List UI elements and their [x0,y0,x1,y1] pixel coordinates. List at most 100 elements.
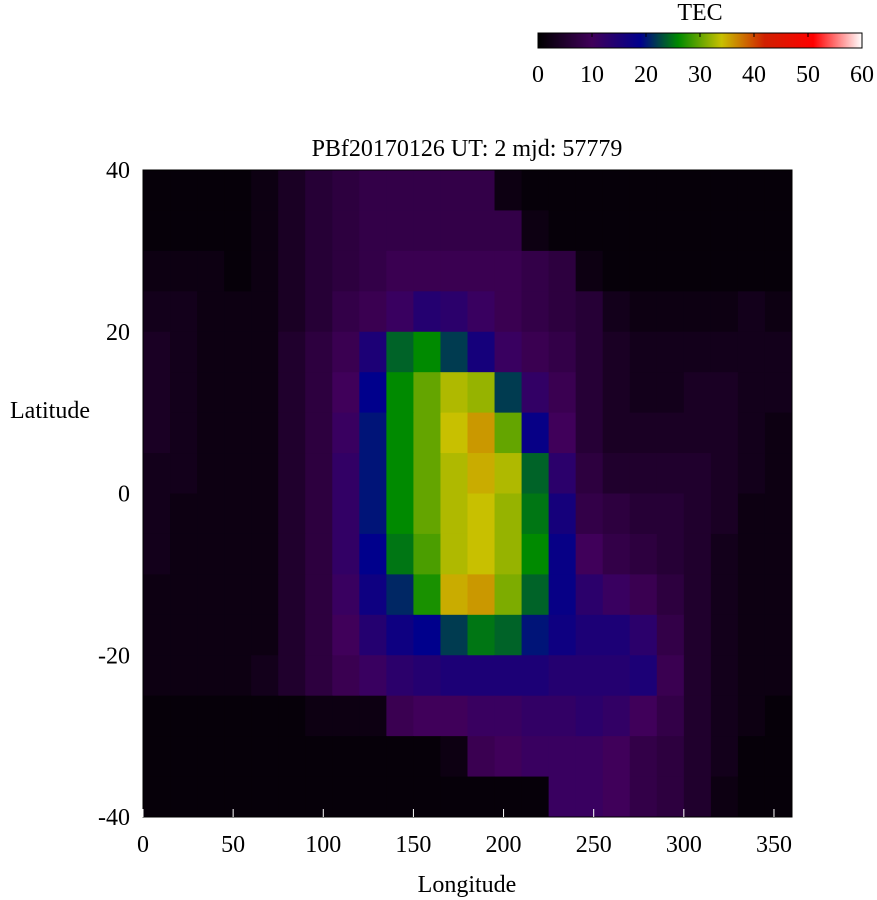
heatmap-cell [440,453,468,494]
heatmap-cell [386,493,414,535]
heatmap-cell [251,372,279,414]
heatmap-cell [359,736,387,778]
heatmap-cell [386,736,414,778]
colorbar-tick-label: 10 [580,62,604,88]
heatmap-cell [575,170,604,211]
heatmap-cell [386,453,414,494]
heatmap-cell [602,614,631,656]
heatmap-cell [548,210,577,252]
heatmap-cells [143,170,793,818]
heatmap-cell [602,574,631,616]
heatmap-cell [170,614,198,656]
heatmap-cell [143,655,171,697]
heatmap-cell [764,170,793,211]
heatmap-cell [737,776,766,818]
heatmap-cell [440,291,468,333]
heatmap-cell [575,614,604,656]
heatmap-cell [710,736,739,778]
heatmap-cell [170,695,198,737]
heatmap-cell [305,210,333,252]
heatmap-cell [305,250,333,292]
heatmap-cell [467,250,496,292]
heatmap-cell [278,655,306,697]
heatmap-cell [548,574,577,616]
heatmap-cell [575,372,604,414]
heatmap-cell [602,453,631,494]
heatmap-cell [629,736,658,778]
heatmap-cell [683,412,712,454]
heatmap-cell [710,412,739,454]
heatmap-cell [305,493,333,535]
heatmap-cell [359,331,387,373]
heatmap-cell [548,493,577,535]
heatmap-cell [602,493,631,535]
x-tick-label: 0 [137,832,149,858]
colorbar-tick-label: 40 [742,62,766,88]
y-tick-label: -20 [98,643,130,669]
heatmap-cell [494,736,523,778]
heatmap-cell [170,776,198,818]
heatmap-cell [440,533,468,575]
heatmap-cell [386,533,414,575]
heatmap-cell [278,736,306,778]
heatmap-cell [521,736,550,778]
heatmap-cell [548,291,577,333]
y-axis: 40 20 0 -20 -40 [98,158,130,831]
heatmap-cell [305,372,333,414]
heatmap-cell [413,736,441,778]
heatmap-cell [386,574,414,616]
heatmap-cell [332,170,360,211]
heatmap-cell [224,736,252,778]
heatmap-cell [764,250,793,292]
heatmap-cell [143,614,171,656]
heatmap-cell [413,574,441,616]
heatmap-cell [224,372,252,414]
heatmap-cell [683,736,712,778]
heatmap-cell [305,412,333,454]
heatmap-cell [224,331,252,373]
heatmap-cell [629,170,658,211]
heatmap-cell [143,533,171,575]
heatmap-cell [143,695,171,737]
heatmap-cell [413,250,441,292]
colorbar-tick-label: 20 [634,62,658,88]
heatmap-cell [629,533,658,575]
heatmap-cell [521,372,550,414]
heatmap-cell [332,372,360,414]
heatmap-cell [332,776,360,818]
heatmap-cell [764,453,793,494]
heatmap-cell [332,736,360,778]
heatmap-cell [251,453,279,494]
heatmap-cell [764,736,793,778]
heatmap-cell [251,170,279,211]
heatmap-cell [386,695,414,737]
heatmap-cell [359,291,387,333]
heatmap-cell [197,736,225,778]
heatmap-cell [224,412,252,454]
heatmap-cell [278,331,306,373]
heatmap-cell [575,331,604,373]
heatmap-cell [764,372,793,414]
heatmap-cell [305,776,333,818]
heatmap-cell [251,655,279,697]
heatmap-cell [602,291,631,333]
heatmap-cell [170,453,198,494]
heatmap-cell [305,736,333,778]
heatmap-cell [197,655,225,697]
heatmap-cell [575,493,604,535]
heatmap-cell [629,493,658,535]
heatmap-cell [629,291,658,333]
heatmap-cell [305,655,333,697]
heatmap-cell [521,493,550,535]
heatmap-cell [602,695,631,737]
heatmap-cell [521,412,550,454]
heatmap-cell [710,453,739,494]
heatmap-cell [764,776,793,818]
heatmap-cell [521,776,550,818]
heatmap-cell [251,776,279,818]
heatmap-cell [305,695,333,737]
heatmap-cell [170,210,198,252]
heatmap-cell [305,331,333,373]
heatmap-cell [521,453,550,494]
heatmap-cell [251,250,279,292]
